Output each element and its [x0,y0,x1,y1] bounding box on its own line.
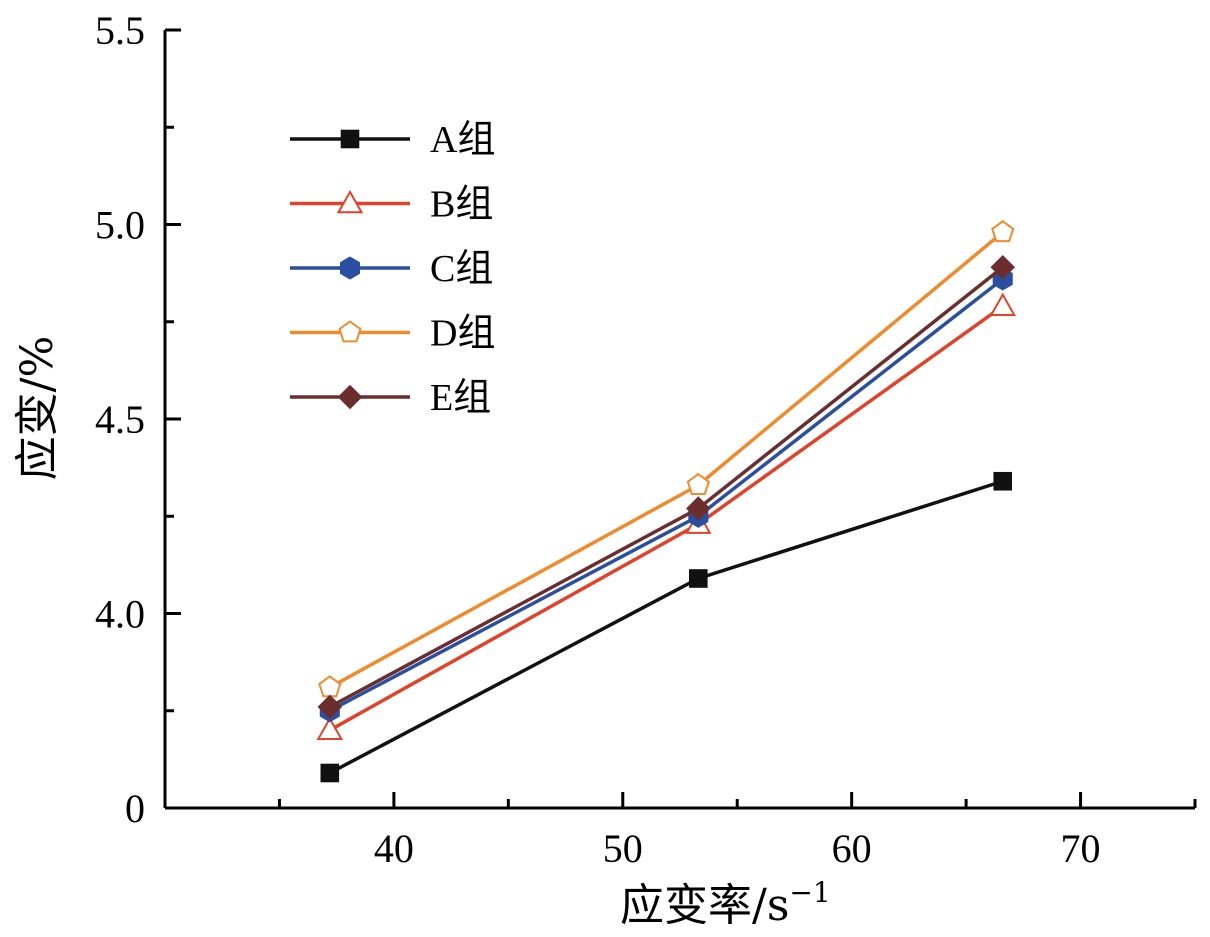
axes: 0 4.0 4.5 5.0 5.5 40 50 60 70 [95,8,1197,871]
legend-item: A组 [290,119,495,161]
series-layer [316,220,1017,783]
data-point [686,472,710,496]
x-tick-label: 50 [603,826,643,871]
legend-label: D组 [430,313,495,355]
y-tick-label: 4.0 [95,592,145,637]
legend-label: A组 [430,119,495,161]
series-b [316,292,1017,740]
x-axis-title: 应变率/s−1 [620,876,831,931]
axis-titles: 应变率/s−1 应变/% [12,336,831,931]
legend-label: B组 [430,184,493,226]
data-point [993,471,1013,491]
data-point [989,292,1017,316]
x-tick-label: 40 [374,826,414,871]
data-point [686,496,711,521]
x-axis-title-main: 应变率/s [620,880,789,931]
data-point [316,716,344,740]
legend-marker [340,129,360,149]
series-line [328,304,1004,732]
data-point [990,255,1015,280]
legend-marker [338,320,362,343]
series-d [318,220,1015,698]
y-axis-title: 应变/% [12,336,63,481]
y-tick-label: 0 [125,786,145,831]
legend-marker [337,384,363,410]
series-a [320,471,1013,783]
legend-marker [339,256,361,280]
data-point [991,220,1015,243]
data-point [318,675,342,698]
x-axis-title-superscript: −1 [789,876,830,909]
x-tick-label: 70 [1061,826,1101,871]
legend: A组 B组 C组 D组 E组 [290,119,495,419]
legend-item: E组 [290,377,491,419]
y-tick-label: 4.5 [95,397,145,442]
data-point [320,763,340,783]
data-point [689,569,708,588]
legend-marker [336,189,364,214]
y-tick-label: 5.5 [95,8,145,53]
data-point [317,694,343,720]
x-tick-label: 60 [832,826,872,871]
series-c [319,267,1013,723]
legend-label: E组 [430,377,491,419]
series-line [328,230,1004,689]
series-e [317,255,1015,720]
legend-label: C组 [430,248,493,290]
y-tick-label: 5.0 [95,203,145,248]
legend-item: D组 [290,313,495,355]
legend-item: B组 [290,184,493,226]
legend-item: C组 [290,248,493,290]
